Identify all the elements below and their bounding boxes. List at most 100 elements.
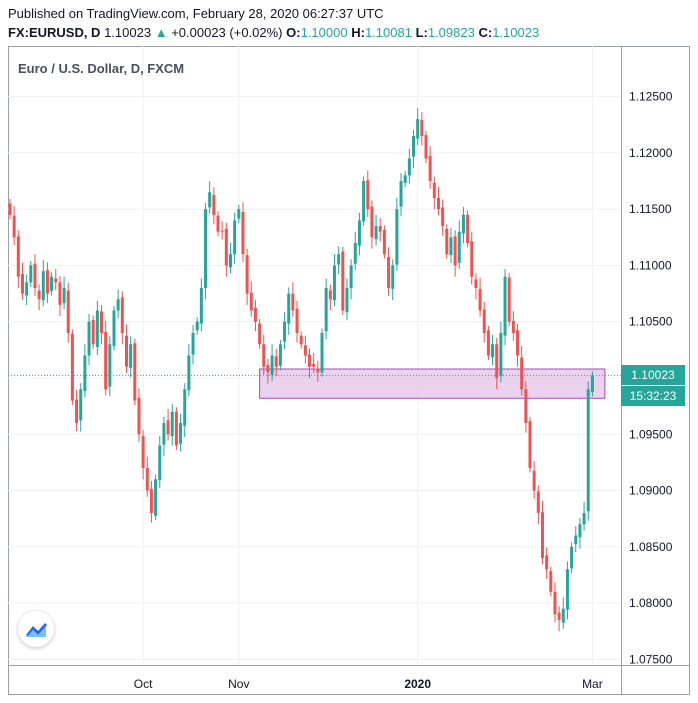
candle-body [549, 571, 553, 592]
candle-body [561, 608, 565, 623]
candle-body [83, 355, 87, 392]
candle-body [382, 229, 386, 255]
candle-body [25, 282, 29, 296]
candle-body [332, 265, 336, 301]
candle-body [565, 569, 569, 610]
candle-body [416, 119, 420, 139]
candle-body [441, 207, 445, 227]
candle-body [337, 254, 341, 265]
close-value: 1.10023 [492, 25, 540, 40]
candle-body [387, 256, 391, 288]
candle-body [395, 209, 399, 265]
candle-body [287, 293, 291, 324]
candle-body [345, 287, 349, 313]
candle-body [16, 236, 20, 277]
candle-body [574, 535, 578, 545]
candle-body [424, 135, 428, 159]
candle-body [453, 236, 457, 266]
candle-body [586, 389, 590, 512]
time-tick-label: 2020 [404, 677, 431, 691]
candle-body [174, 411, 178, 446]
symbol-label: FX:EURUSD, D [8, 25, 101, 40]
last-price-label: 1.10023 [621, 365, 685, 386]
candle-body [540, 512, 544, 559]
high-value: 1.10081 [364, 25, 412, 40]
candle-body [249, 292, 253, 311]
candle-body [12, 215, 16, 238]
candle-body [391, 265, 395, 289]
price-tick-label: 1.08500 [629, 540, 673, 554]
chart-title: Euro / U.S. Dollar, D, FXCM [18, 61, 184, 76]
candle-body [478, 288, 482, 311]
open-value: 1.10000 [300, 25, 348, 40]
candle-body [133, 343, 137, 401]
candle-body [320, 332, 324, 373]
time-tick-label: Oct [134, 677, 153, 691]
candle-body [274, 356, 278, 367]
price-axis-ticks: 1.125001.120001.115001.110001.105001.100… [629, 90, 673, 667]
chart-frame [8, 46, 690, 695]
time-tick-label: Mar [582, 677, 603, 691]
candle-body [208, 192, 212, 208]
candle-body [195, 321, 199, 331]
candle-body [95, 310, 99, 347]
candle-body [116, 299, 120, 311]
candle-body [154, 479, 158, 516]
last-price: 1.10023 [104, 25, 152, 40]
candle-body [491, 344, 495, 358]
tradingview-logo-icon[interactable] [18, 611, 54, 647]
candle-body [341, 251, 345, 311]
up-arrow-icon: ▲ [154, 25, 168, 40]
candle-body [170, 411, 174, 437]
price-tick-label: 1.11500 [629, 202, 672, 216]
candle-body [41, 271, 45, 301]
candle-body [241, 211, 245, 255]
candle-body [328, 290, 332, 300]
price-tick-label: 1.08000 [629, 596, 673, 610]
candle-body [507, 277, 511, 322]
close-label: C: [478, 25, 493, 40]
candle-body [66, 290, 70, 333]
candle-body [266, 364, 270, 373]
grid [8, 46, 621, 665]
price-tick-label: 1.10500 [629, 315, 673, 329]
candle-body [503, 276, 507, 336]
candle-body [511, 320, 515, 333]
candle-body [29, 265, 33, 283]
candle-body [224, 228, 228, 266]
candle-body [253, 307, 257, 322]
candle-body [112, 310, 116, 347]
candle-body [228, 254, 232, 268]
candle-body [557, 612, 561, 620]
candle-body [212, 195, 216, 215]
candle-body [457, 231, 461, 263]
candle-body [353, 242, 357, 264]
candle-body [474, 279, 478, 288]
open-label: O: [286, 25, 301, 40]
candle-body [45, 270, 49, 294]
candle-body [582, 513, 586, 525]
candle-body [524, 389, 528, 424]
candle-body [295, 308, 299, 333]
candle-body [20, 274, 24, 294]
candle-body [129, 344, 133, 368]
candle-body [545, 555, 549, 570]
candle-body [362, 181, 366, 222]
candle-body [283, 321, 287, 342]
candle-body [108, 344, 112, 387]
time-axis-ticks: Oct Nov 2020 Mar [134, 677, 603, 691]
candle-body [100, 311, 104, 333]
countdown-label: 15:32:23 [621, 386, 685, 407]
candle-body [75, 399, 79, 424]
candle-body [258, 323, 262, 345]
candle-body [124, 335, 128, 367]
candle-body [528, 421, 532, 469]
low-value: 1.09823 [427, 25, 475, 40]
time-tick-label: Nov [228, 677, 249, 691]
candle-body [461, 214, 465, 234]
candle-body [262, 344, 266, 367]
candle-body [378, 226, 382, 232]
candle-body [470, 241, 474, 277]
